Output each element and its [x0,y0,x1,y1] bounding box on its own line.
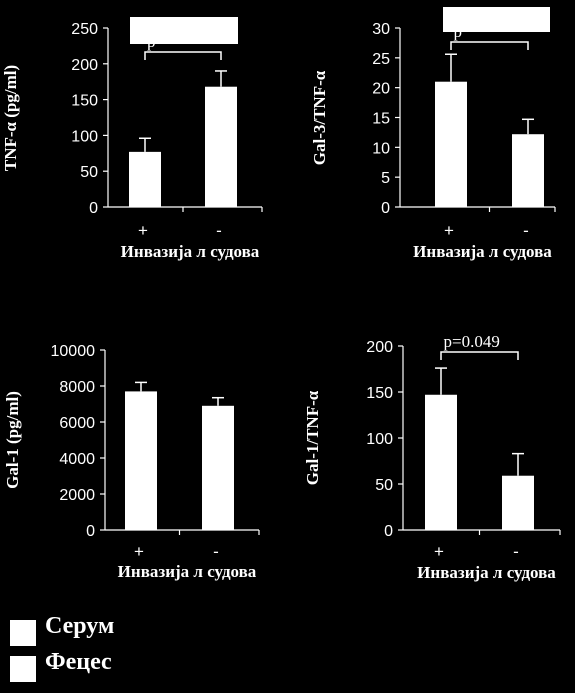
chart4-p-value: p=0.049 [444,332,500,351]
chart4-category-label: - [513,542,519,561]
chart1-x-label: Инвазија л судова [121,242,260,261]
chart2-y-tick-label: 0 [381,200,390,217]
chart1-significance-bracket [144,51,222,60]
chart4-y-tick-label: 50 [375,477,393,494]
chart4-bar-minus [502,475,534,530]
chart2-category-label: + [444,221,454,240]
chart1-y-tick-label: 0 [89,200,98,217]
legend-swatch-serum [10,620,36,646]
chart2-x-label: Инвазија л судова [413,242,552,261]
chart2-y-tick-label: 5 [381,170,390,187]
legend-swatch-feces [10,656,36,682]
chart4-y-tick-label: 100 [366,431,393,448]
legend-label-serum: Серум [45,613,115,639]
chart4-y-tick-label: 200 [366,339,393,356]
chart1-y-tick-label: 200 [71,57,98,74]
chart3-y-tick-label: 0 [86,523,95,540]
chart1-y-tick-label: 150 [71,93,98,110]
chart2-y-tick-label: 25 [372,51,390,68]
chart1-bar-minus [205,86,237,207]
chart3-y-tick-label: 4000 [59,451,95,468]
chart4-y-label: Gal-1/TNF-α [303,390,322,485]
chart3-y-tick-label: 10000 [51,343,96,360]
chart3-category-label: - [213,542,219,561]
chart3-y-tick-label: 8000 [59,379,95,396]
chart2-bar-minus [512,134,544,207]
chart3-x-label: Инвазија л судова [118,562,257,581]
chart3-bar-minus [202,405,234,530]
chart1-bar-plus [129,151,161,207]
chart3-y-tick-label: 2000 [59,487,95,504]
chart4-category-label: + [434,542,444,561]
chart2-significance-bracket [450,41,529,50]
chart3-y-label: Gal-1 (pg/ml) [3,391,22,489]
chart2-y-label: Gal-3/TNF-α [310,70,329,165]
chart1-y-tick-label: 100 [71,128,98,145]
chart1-y-tick-label: 250 [71,21,98,38]
chart2-category-label: - [523,221,529,240]
chart1-mask-box [130,17,238,44]
chart1-category-label: - [216,221,222,240]
chart1-category-label: + [138,221,148,240]
legend-label-feces: Фецес [45,649,112,675]
chart2-y-tick-label: 30 [372,21,390,38]
chart4-significance-bracket [440,351,519,360]
chart4-y-tick-label: 150 [366,385,393,402]
chart2-y-tick-label: 20 [372,81,390,98]
chart2-bar-plus [435,81,467,207]
chart2-y-tick-label: 10 [372,140,390,157]
chart4-x-label: Инвазија л судова [417,563,556,582]
chart2-y-tick-label: 15 [372,111,390,128]
chart4-y-tick-label: 0 [384,523,393,540]
chart3-category-label: + [134,542,144,561]
chart3-y-tick-label: 6000 [59,415,95,432]
chart1-y-label: TNF-α (pg/ml) [1,65,20,171]
chart4-bar-plus [425,394,457,530]
chart2-mask-box [443,7,550,32]
chart3-bar-plus [125,391,157,530]
chart1-y-tick-label: 50 [80,164,98,181]
